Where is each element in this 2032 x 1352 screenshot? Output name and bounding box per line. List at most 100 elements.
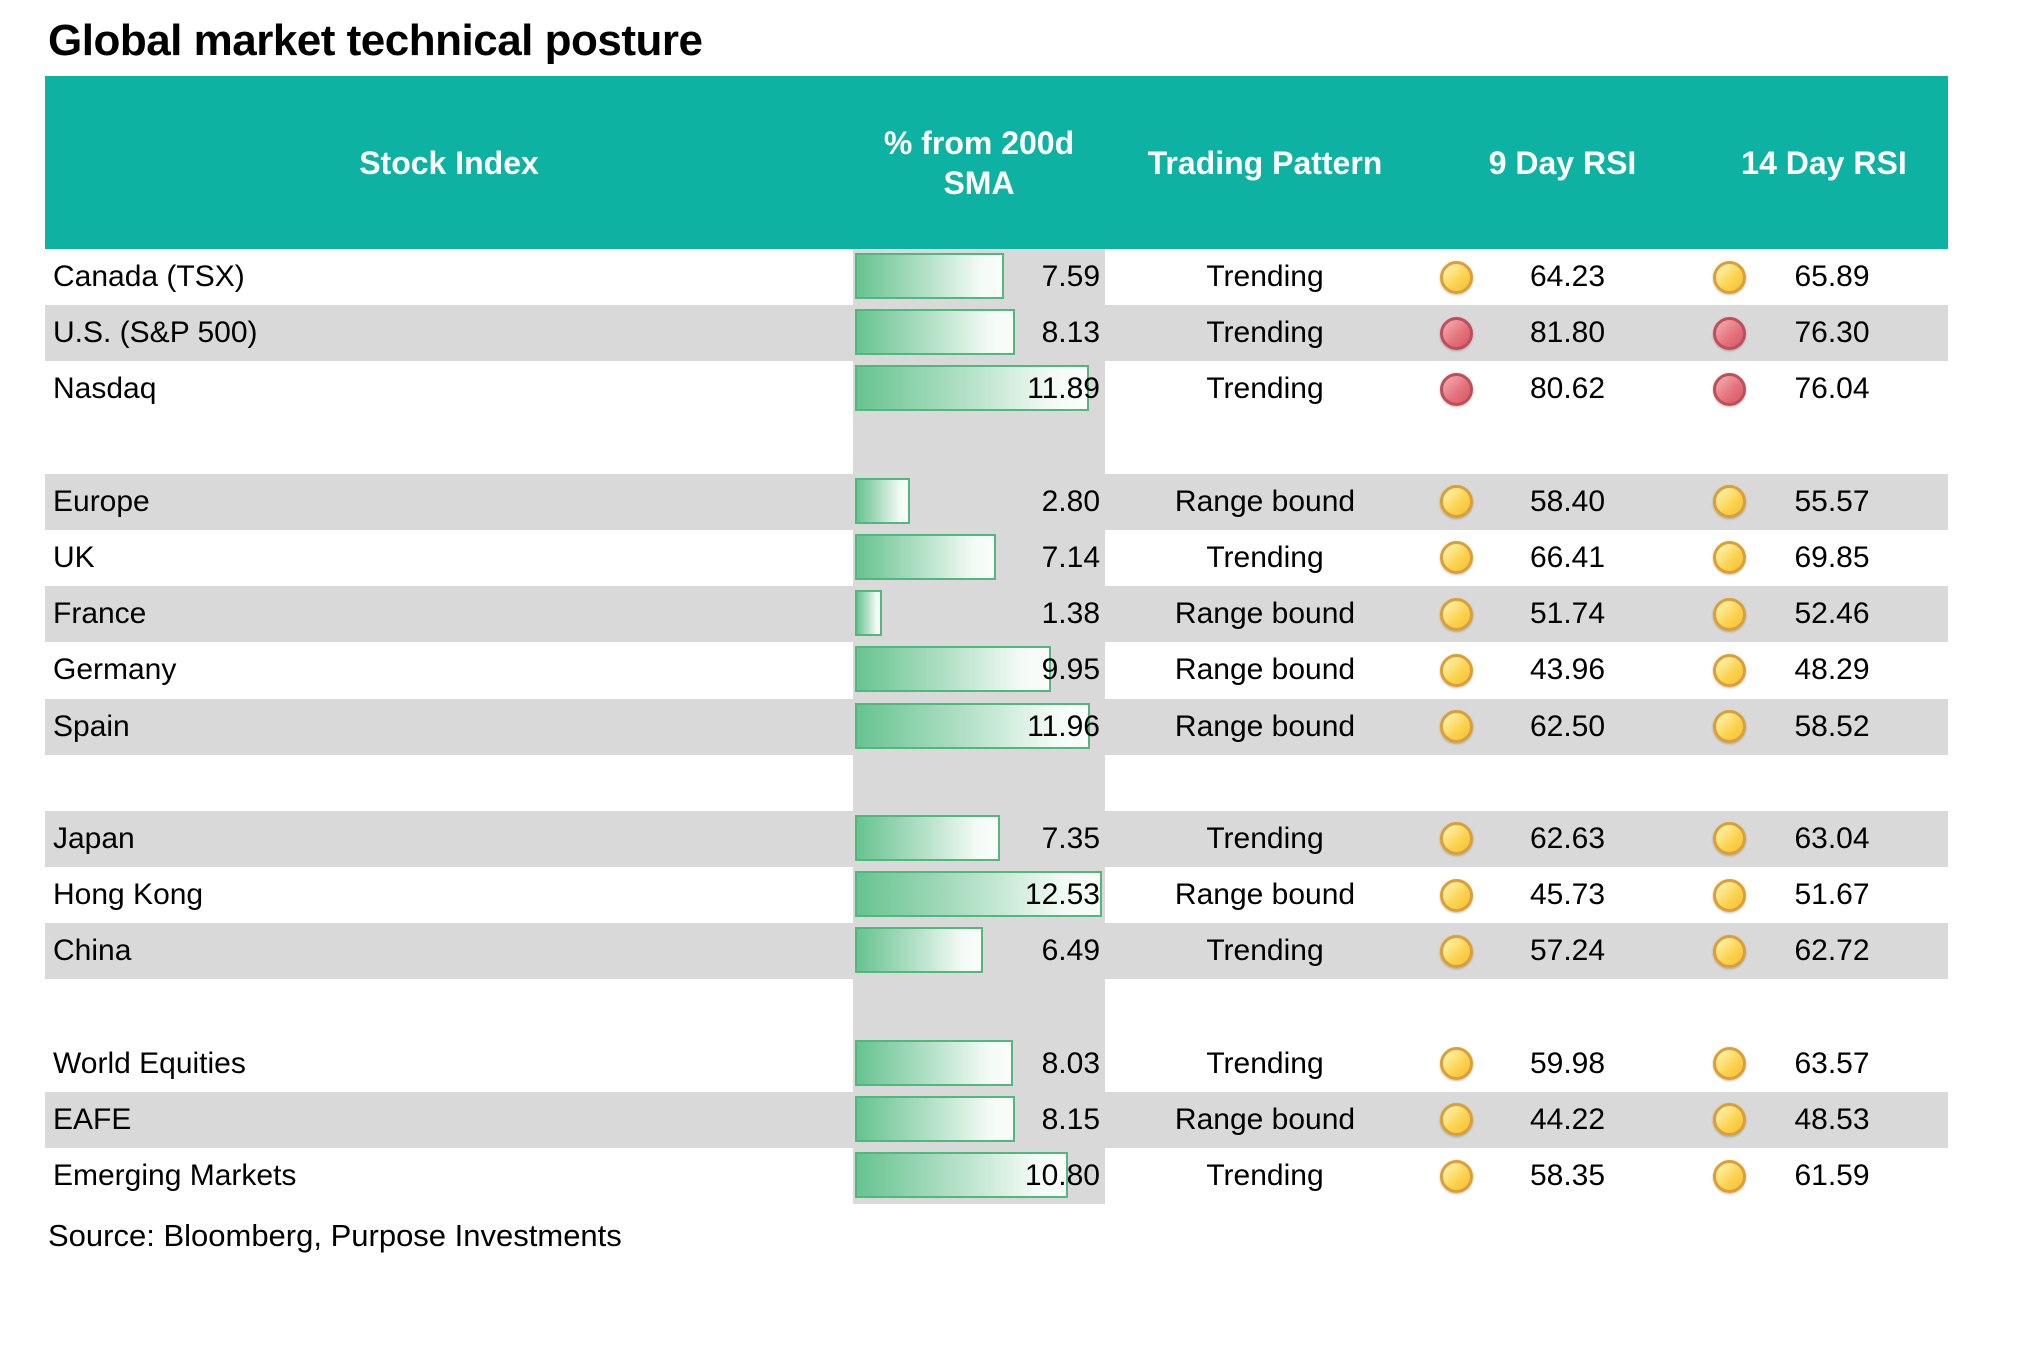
sma-data-bar: [855, 702, 1091, 749]
stock-index-cell: UK: [53, 540, 95, 574]
trading-pattern-cell: Range bound: [1174, 709, 1356, 743]
rsi9-value: 43.96: [1529, 653, 1606, 687]
stock-index-cell: Emerging Markets: [53, 1159, 297, 1192]
sma-data-bar: [855, 477, 911, 524]
rsi9-cell: 44.22: [1425, 1092, 1700, 1148]
rsi9-cell: 58.40: [1425, 474, 1700, 530]
rsi14-status-icon: [1713, 653, 1746, 687]
rsi9-status-icon: [1440, 878, 1473, 912]
rsi9-value: 59.98: [1529, 1046, 1606, 1080]
trading-pattern-cell: Range bound: [1174, 1102, 1356, 1136]
page-title: Global market technical posture: [48, 16, 703, 65]
rsi14-value: 48.29: [1794, 653, 1870, 687]
stock-index-cell: World Equities: [53, 1046, 246, 1080]
rsi9-value: 58.40: [1529, 484, 1606, 518]
rsi14-value: 65.89: [1794, 260, 1870, 293]
sma-cell: [853, 979, 1105, 1036]
rsi14-cell: 51.67: [1700, 867, 1948, 923]
trading-pattern-cell: Trending: [1206, 316, 1324, 350]
rsi14-value: 63.04: [1794, 821, 1870, 855]
sma-value: 1.38: [1041, 597, 1100, 631]
rsi9-status-icon: [1440, 1159, 1473, 1193]
sma-data-bar: [855, 1095, 1016, 1142]
rsi9-status-icon: [1440, 485, 1473, 519]
table-row: Nasdaq 11.89 Trending 80.62 76.04: [45, 361, 1948, 418]
rsi14-cell: [1700, 979, 1948, 1035]
table-row: Europe 2.80 Range bound 58.40 55.57: [45, 473, 1948, 530]
trading-pattern-cell: [1105, 418, 1425, 474]
rsi9-cell: 81.80: [1425, 305, 1700, 361]
sma-cell: 8.15: [853, 1091, 1105, 1148]
rsi9-cell: 43.96: [1425, 642, 1700, 698]
sma-cell: 7.59: [853, 249, 1105, 306]
rsi9-status-icon: [1440, 260, 1473, 294]
stock-index-cell: Canada (TSX): [53, 260, 245, 293]
table-row: EAFE 8.15 Range bound 44.22 48.53: [45, 1091, 1948, 1148]
trading-pattern-cell: Trending: [1206, 1159, 1324, 1192]
rsi9-status-icon: [1440, 541, 1473, 575]
rsi9-cell: 64.23: [1425, 249, 1700, 305]
sma-value: 10.80: [1024, 1159, 1100, 1192]
header-stock-index: Stock Index: [359, 144, 539, 181]
sma-data-bar: [855, 927, 983, 974]
trading-pattern-cell: Trending: [1206, 934, 1324, 968]
rsi14-cell: 48.53: [1700, 1092, 1948, 1148]
sma-value: 7.59: [1041, 260, 1100, 293]
stock-index-cell: Europe: [53, 484, 150, 518]
rsi9-status-icon: [1440, 597, 1473, 631]
header-14-day-rsi: 14 Day RSI: [1741, 144, 1907, 181]
sma-cell: 2.80: [853, 473, 1105, 530]
rsi14-status-icon: [1713, 1103, 1746, 1137]
sma-value: 12.53: [1024, 878, 1100, 912]
rsi9-value: 51.74: [1529, 597, 1606, 631]
rsi14-cell: 62.72: [1700, 923, 1948, 979]
header-9-day-rsi: 9 Day RSI: [1488, 144, 1637, 181]
sma-cell: [853, 417, 1105, 474]
sma-cell: 8.03: [853, 1035, 1105, 1092]
spacer-row: [45, 754, 1948, 811]
rsi14-status-icon: [1713, 316, 1746, 350]
rsi9-cell: 80.62: [1425, 361, 1700, 417]
sma-value: 2.80: [1041, 484, 1100, 518]
rsi14-cell: 48.29: [1700, 642, 1948, 698]
rsi14-status-icon: [1713, 597, 1746, 631]
sma-cell: 8.13: [853, 305, 1105, 362]
rsi9-cell: [1425, 755, 1700, 811]
sma-cell: [853, 754, 1105, 811]
trading-pattern-cell: [1105, 755, 1425, 811]
stock-index-cell: China: [53, 934, 132, 968]
trading-pattern-cell: Range bound: [1174, 653, 1356, 687]
sma-value: 8.13: [1041, 316, 1100, 350]
rsi9-cell: 62.50: [1425, 699, 1700, 755]
trading-pattern-cell: Range bound: [1174, 484, 1356, 518]
sma-cell: 11.96: [853, 698, 1105, 755]
table-row: France 1.38 Range bound 51.74 52.46: [45, 586, 1948, 643]
sma-value: 11.96: [1027, 709, 1100, 743]
rsi9-status-icon: [1440, 316, 1473, 350]
stock-index-cell: [45, 418, 853, 474]
sma-value: 8.03: [1041, 1046, 1100, 1080]
rsi14-cell: 76.04: [1700, 361, 1948, 417]
rsi9-value: 80.62: [1529, 372, 1606, 406]
rsi14-cell: 61.59: [1700, 1148, 1948, 1204]
rsi14-cell: 55.57: [1700, 474, 1948, 530]
sma-data-bar: [855, 309, 1015, 356]
sma-cell: 1.38: [853, 586, 1105, 643]
rsi9-cell: 45.73: [1425, 867, 1700, 923]
rsi14-status-icon: [1713, 372, 1746, 406]
rsi9-cell: 62.63: [1425, 811, 1700, 867]
rsi14-cell: 63.57: [1700, 1036, 1948, 1092]
sma-value: 7.14: [1041, 540, 1100, 574]
rsi14-value: 63.57: [1794, 1046, 1870, 1080]
rsi14-value: 62.72: [1794, 934, 1870, 968]
table-row: U.S. (S&P 500) 8.13 Trending 81.80 76.30: [45, 305, 1948, 362]
header-pct-from-200d-sma: % from 200d SMA: [883, 124, 1075, 201]
trading-pattern-cell: Trending: [1206, 1046, 1324, 1080]
rsi14-cell: 65.89: [1700, 249, 1948, 305]
rsi14-status-icon: [1713, 934, 1746, 968]
rsi14-cell: 69.85: [1700, 530, 1948, 586]
rsi14-value: 48.53: [1794, 1102, 1870, 1136]
stock-index-cell: Germany: [53, 653, 177, 687]
sma-data-bar: [855, 646, 1051, 693]
sma-cell: 12.53: [853, 867, 1105, 924]
